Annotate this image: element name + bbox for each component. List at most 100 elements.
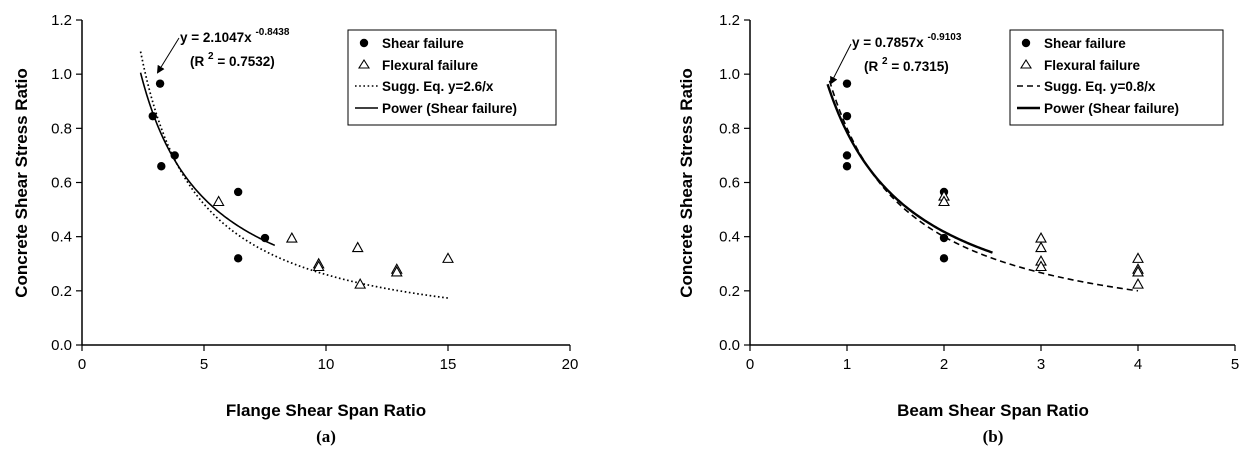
chart-b-y-tick-label: 0.8 [719,120,740,137]
chart-a-legend-flexural-marker [358,58,370,69]
chart-b-x-axis-label: Beam Shear Span Ratio [897,401,1089,420]
chart-a-shear-failure-point [157,162,166,171]
chart-b-ticks: 0 1 2 3 4 5 0.0 0.2 0.4 0.6 0.8 1.0 1.2 [719,12,1239,373]
chart-b-x-tick-label: 0 [746,356,754,373]
chart-a-flexural-failure-point [285,231,298,243]
chart-b-legend: Shear failure Flexural failure Sugg. Eq.… [1009,29,1224,126]
chart-a-y-axis-label: Concrete Shear Stress Ratio [12,68,31,298]
chart-b-flexural-failure-point [938,195,950,207]
chart-a-shear-failure-point [233,254,243,263]
chart-a-legend-sugg-label: Sugg. Eq. y=2.6/x [382,79,494,94]
chart-a-suggested-eq-line [139,51,449,299]
svg-text:(R 2 = 0.7532: (R 2 = 0.7532) [190,47,275,69]
chart-a-shear-failure-point [260,233,270,243]
chart-b-equation-exponent: -0.9103 [927,32,961,43]
chart-a-shear-failure-point [148,111,157,121]
chart-a-power-fit-line [139,72,276,247]
chart-b-equation-r2-open: (R [864,59,878,74]
chart-a-equation-r2-sup: 2 [208,51,214,62]
chart-b-y-tick-label: 1.2 [719,12,740,29]
chart-a-y-tick-label: 0.2 [51,283,72,300]
chart-a-legend: Shear failure Flexural failure Sugg. Eq.… [347,29,557,126]
chart-b-shear-failure-point [842,162,852,171]
chart-a-x-tick-label: 20 [562,356,579,373]
chart-b-legend-box [1009,29,1224,126]
chart-a-x-tick-label: 0 [78,356,86,373]
chart-b-legend-shear-label: Shear failure [1044,36,1126,51]
chart-a-equation: y = 2.1047x -0.8438 (R 2 = 0.7532) [156,27,290,74]
chart-a-shear-failure-point [170,151,179,160]
chart-b-y-tick-label: 0.2 [719,283,740,300]
chart-a-legend-flexural-label: Flexural failure [382,58,479,73]
chart-a-y-tick-label: 1.0 [51,66,72,83]
chart-b-x-tick-label: 1 [843,356,851,373]
chart-a-legend-power-label: Power (Shear failure) [382,101,517,116]
chart-a-legend-shear-marker [359,38,369,48]
chart-a-flexural-failure-point [212,195,225,207]
chart-b-marks [826,79,1144,292]
chart-b-y-tick-label: 0.4 [719,229,740,246]
chart-b: 0 1 2 3 4 5 0.0 0.2 0.4 0.6 0.8 1.0 1.2 Concrete She… [677,12,1239,446]
chart-a-flexural-failure-point [390,265,403,277]
chart-a-flexural-failure-point [354,277,367,289]
chart-b-y-axis-label: Concrete Shear Stress Ratio [677,68,696,298]
chart-a-shear-failure-point [233,187,243,197]
chart-b-equation-r2-sup: 2 [882,56,888,67]
chart-a-x-axis-label: Flange Shear Span Ratio [226,401,426,420]
chart-a-flexural-failure-point [442,252,454,263]
chart-a-marks [139,51,454,299]
chart-b-legend-flexural-label: Flexural failure [1044,58,1141,73]
chart-b-equation-r2-value: = 0.7315) [891,59,948,74]
chart-b-equation: y = 0.7857x -0.9103 (R 2 = 0.7315) [830,32,962,85]
chart-a-ticks: 0 5 10 15 20 0.0 0.2 0.4 0.6 0.8 1.0 1.2 [51,12,578,373]
chart-a-flexural-failure-point [351,241,364,253]
chart-b-x-tick-label: 2 [940,356,948,373]
chart-b-legend-flexural-marker [1020,58,1032,69]
chart-a-shear-failure-point [155,79,165,88]
chart-b-shear-failure-point [842,79,852,88]
chart-b-shear-failure-point [842,111,852,121]
chart-b-flexural-failure-point [1132,265,1144,277]
chart-b-y-tick-label: 1.0 [719,66,740,83]
chart-b-flexural-failure-point [1132,277,1144,289]
chart-b-y-tick-label: 0.6 [719,175,740,192]
chart-a-x-tick-label: 5 [200,356,208,373]
svg-text:y = 0.7857x -0.9103: y = 0.7857x -0.9103 [852,32,962,50]
svg-text:(R 2 = 0.7315: (R 2 = 0.7315) [864,52,949,74]
chart-b-legend-shear-marker [1021,38,1031,48]
chart-b-legend-sugg-label: Sugg. Eq. y=0.8/x [1044,79,1156,94]
chart-a-x-tick-label: 15 [440,356,457,373]
chart-a-y-tick-label: 1.2 [51,12,72,29]
chart-b-legend-power-label: Power (Shear failure) [1044,101,1179,116]
chart-a-equation-arrow [156,37,180,74]
chart-b-equation-line1: y = 0.7857x [852,35,924,50]
chart-a-equation-r2-open: (R [190,54,204,69]
chart-b-flexural-failure-point [1035,231,1047,243]
chart-b-caption: (b) [983,427,1004,446]
chart-b-flexural-failure-point [1132,252,1144,263]
chart-b-shear-failure-point [939,233,949,243]
chart-a-y-tick-label: 0.4 [51,229,72,246]
chart-a-caption: (a) [316,427,336,446]
chart-b-flexural-failure-point [1035,260,1047,272]
chart-b-x-tick-label: 3 [1037,356,1045,373]
chart-a-x-tick-label: 10 [318,356,335,373]
chart-a-legend-box [347,29,557,126]
chart-a-y-tick-label: 0.8 [51,120,72,137]
chart-b-shear-failure-point [939,254,949,263]
chart-b-equation-arrow [830,43,852,85]
chart-a-flexural-failure-point [312,260,325,272]
chart-a: 0 5 10 15 20 0.0 0.2 0.4 0.6 0.8 1.0 1.2 Concrete S… [12,12,578,446]
chart-b-flexural-failure-point [1035,241,1047,253]
svg-text:y = 2.1047x -0.8438: y = 2.1047x -0.8438 [180,27,290,45]
chart-a-equation-r2-value: = 0.7532) [217,54,274,69]
chart-a-equation-exponent: -0.8438 [255,27,289,38]
chart-b-power-fit-line [826,83,993,254]
chart-a-y-tick-label: 0.6 [51,175,72,192]
chart-b-y-tick-label: 0.0 [719,337,740,354]
chart-a-legend-shear-label: Shear failure [382,36,464,51]
chart-b-suggested-eq-line [828,80,1139,292]
chart-b-shear-failure-point [842,151,852,160]
chart-a-equation-line1: y = 2.1047x [180,30,252,45]
